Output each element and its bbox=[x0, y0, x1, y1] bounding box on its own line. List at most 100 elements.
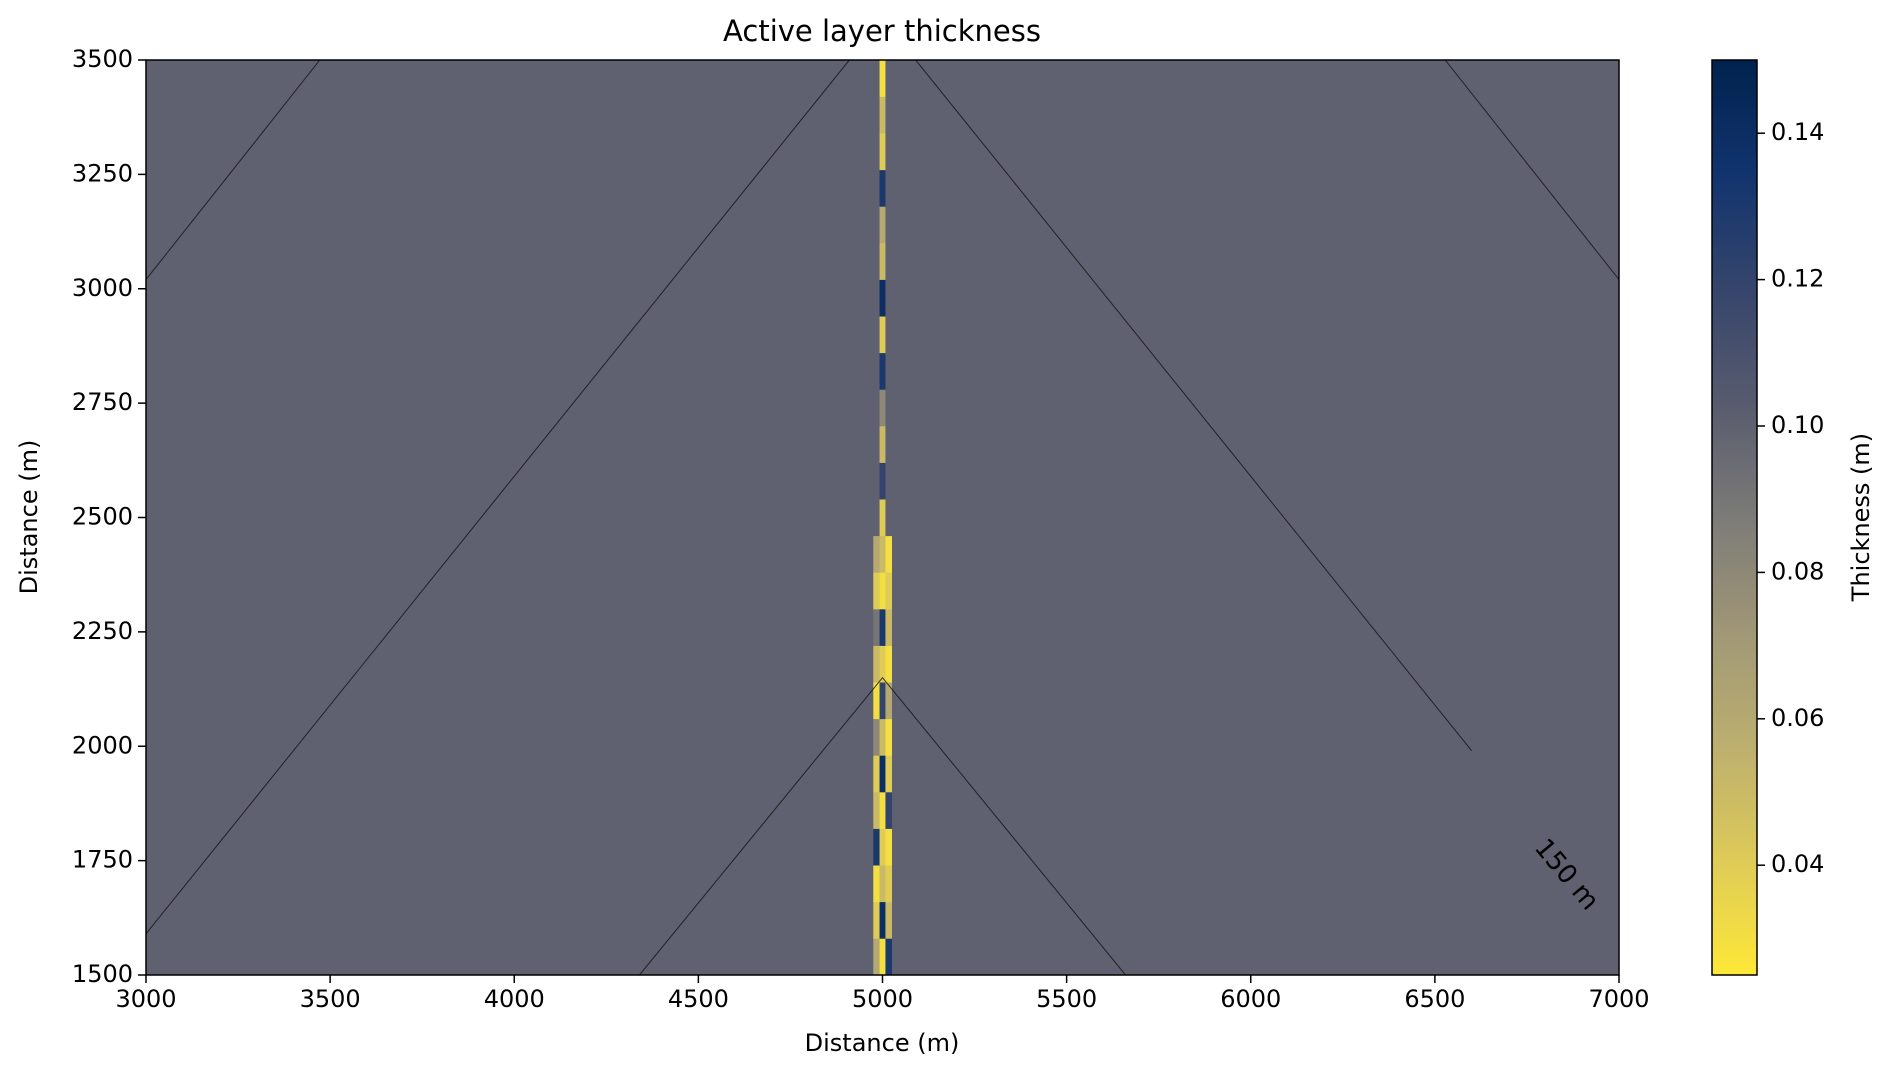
contour-line bbox=[915, 60, 1473, 752]
heatmap-cell bbox=[879, 169, 886, 207]
y-tick-label: 2750 bbox=[72, 388, 133, 416]
heatmap-cell bbox=[879, 279, 886, 317]
heatmap-cell bbox=[885, 426, 893, 463]
heatmap-cell bbox=[873, 60, 880, 97]
heatmap-cell bbox=[873, 828, 880, 866]
heatmap-cell bbox=[879, 352, 886, 390]
heatmap-cell bbox=[873, 243, 880, 280]
x-tick-label: 5000 bbox=[852, 985, 913, 1013]
heatmap-cell bbox=[879, 316, 886, 354]
heatmap-cell bbox=[879, 901, 886, 939]
plot-area bbox=[146, 60, 1619, 975]
heatmap-cell bbox=[873, 792, 880, 829]
heatmap-cell bbox=[873, 96, 880, 134]
heatmap-cell bbox=[879, 243, 886, 280]
heatmap-cell bbox=[885, 865, 893, 903]
heatmap-cell bbox=[885, 755, 893, 793]
heatmap-cell bbox=[879, 828, 886, 866]
colorbar-tick-label: 0.14 bbox=[1771, 118, 1824, 146]
heatmap-cell bbox=[879, 682, 886, 720]
heatmap-cell bbox=[873, 938, 880, 975]
heatmap-cell bbox=[879, 206, 886, 244]
heatmap-cell bbox=[879, 133, 886, 171]
heatmap-cell bbox=[873, 682, 880, 720]
colorbar-tick-label: 0.04 bbox=[1771, 850, 1824, 878]
y-axis-label: Distance (m) bbox=[15, 440, 43, 595]
heatmap-cell bbox=[885, 60, 893, 97]
x-tick-label: 4000 bbox=[484, 985, 545, 1013]
heatmap-cell bbox=[885, 96, 893, 134]
heatmap-cell bbox=[873, 133, 880, 171]
heatmap-cell bbox=[879, 792, 886, 829]
y-tick-label: 3250 bbox=[72, 159, 133, 187]
heatmap-cell bbox=[873, 206, 880, 244]
heatmap-cell bbox=[873, 426, 880, 463]
heatmap-cell bbox=[879, 938, 886, 975]
x-tick-label: 3500 bbox=[300, 985, 361, 1013]
y-tick-label: 1750 bbox=[72, 846, 133, 874]
heatmap-cell bbox=[879, 755, 886, 793]
heatmap-cell bbox=[885, 206, 893, 244]
heatmap-cell bbox=[879, 389, 886, 427]
heatmap-cell bbox=[885, 938, 893, 975]
x-axis-label: Distance (m) bbox=[805, 1029, 960, 1057]
heatmap-cell bbox=[879, 645, 886, 683]
heatmap-cell bbox=[885, 133, 893, 171]
heatmap-cell bbox=[885, 243, 893, 280]
chart-title: Active layer thickness bbox=[723, 14, 1041, 48]
heatmap-cell bbox=[873, 279, 880, 317]
contour-line bbox=[639, 676, 1126, 975]
heatmap-cell bbox=[879, 60, 886, 97]
heatmap-cell bbox=[873, 169, 880, 207]
x-tick-label: 3000 bbox=[115, 985, 176, 1013]
heatmap-cell bbox=[879, 865, 886, 903]
heatmap-cell bbox=[873, 462, 880, 500]
heatmap-cell bbox=[873, 645, 880, 683]
heatmap-cell bbox=[885, 572, 893, 610]
heatmap-cell bbox=[873, 535, 880, 573]
heatmap-cell bbox=[879, 535, 886, 573]
y-tick-label: 2250 bbox=[72, 617, 133, 645]
heatmap-cell bbox=[885, 718, 893, 756]
y-tick-label: 2500 bbox=[72, 503, 133, 531]
heatmap-cell bbox=[873, 572, 880, 610]
x-tick-label: 5500 bbox=[1036, 985, 1097, 1013]
x-tick-label: 6000 bbox=[1220, 985, 1281, 1013]
heatmap-cell bbox=[873, 389, 880, 427]
contour-line bbox=[1444, 60, 1619, 280]
x-tick-label: 4500 bbox=[668, 985, 729, 1013]
heatmap-cell bbox=[885, 828, 893, 866]
heatmap-cell bbox=[879, 499, 886, 537]
heatmap-cell bbox=[879, 609, 886, 646]
colorbar-tick-label: 0.10 bbox=[1771, 411, 1824, 439]
contour-line bbox=[146, 60, 321, 280]
heatmap-cell bbox=[873, 901, 880, 939]
heatmap-cell bbox=[885, 499, 893, 537]
heatmap-cell bbox=[879, 426, 886, 463]
x-tick-label: 6500 bbox=[1404, 985, 1465, 1013]
heatmap-cell bbox=[885, 901, 893, 939]
heatmap-cell bbox=[879, 572, 886, 610]
y-tick-label: 3500 bbox=[72, 45, 133, 73]
heatmap-cell bbox=[885, 609, 893, 646]
heatmap-cell bbox=[885, 352, 893, 390]
colorbar-tick-label: 0.06 bbox=[1771, 704, 1824, 732]
colorbar-label: Thickness (m) bbox=[1847, 433, 1875, 602]
heatmap-cell bbox=[879, 96, 886, 134]
y-tick-label: 2000 bbox=[72, 731, 133, 759]
heatmap-cell bbox=[885, 316, 893, 354]
heatmap-cell bbox=[885, 169, 893, 207]
heatmap-cell bbox=[885, 535, 893, 573]
heatmap-cell bbox=[873, 755, 880, 793]
heatmap-cell bbox=[873, 499, 880, 537]
heatmap-cell bbox=[885, 462, 893, 500]
colorbar-tick-label: 0.08 bbox=[1771, 557, 1824, 585]
heatmap-cell bbox=[873, 718, 880, 756]
heatmap-cell bbox=[873, 316, 880, 354]
y-tick-label: 3000 bbox=[72, 274, 133, 302]
heatmap-cell bbox=[879, 462, 886, 500]
contour-line bbox=[146, 60, 850, 935]
heatmap-cell bbox=[873, 865, 880, 903]
